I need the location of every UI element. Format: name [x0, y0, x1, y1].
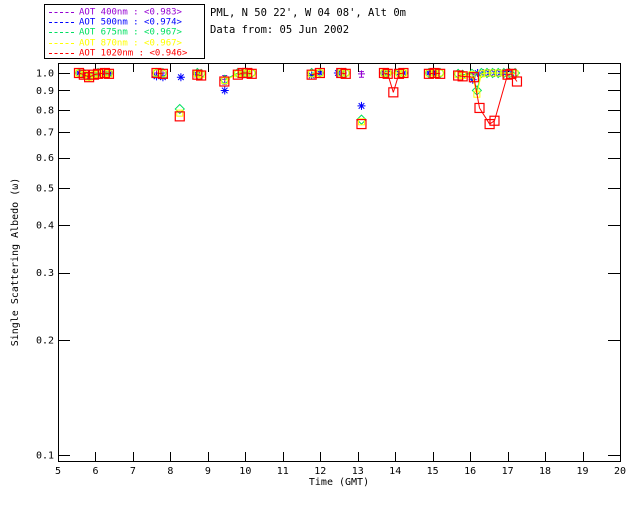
x-axis-label: Time (GMT): [308, 477, 370, 488]
legend-item: AOT 870nm : <0.967>: [49, 38, 204, 48]
y-tick-label: 0.7: [36, 128, 54, 139]
y-tick-label: 1.0: [36, 69, 54, 80]
legend-item: AOT 500nm : <0.974>: [49, 17, 204, 28]
y-tick-label: 0.5: [36, 183, 54, 194]
station-title: PML, N 50 22', W 04 08', Alt 0m: [210, 7, 406, 19]
y-tick-label: 0.6: [36, 153, 54, 164]
x-tick-label: 15: [427, 466, 439, 477]
y-axis-label: Single Scattering Albedo (ω): [10, 177, 21, 347]
x-tick-label: 11: [277, 466, 289, 477]
y-tick-label: 0.3: [36, 268, 54, 279]
x-tick-label: 16: [464, 466, 476, 477]
plot-axes: 5 6 7 8 9 10 11 12 13 14 15 16 17 18 19 20 1.0 0.9 0.8 0.7 0…: [36, 63, 626, 477]
x-tick-label: 19: [577, 466, 589, 477]
x-tick-label: 7: [130, 466, 136, 477]
legend-item-label: AOT 1020nm : <0.946>: [79, 48, 188, 59]
legend-item: AOT 675nm : <0.967>: [49, 27, 204, 38]
x-tick-label: 10: [239, 466, 251, 477]
y-tick-label: 0.9: [36, 86, 54, 97]
legend-item: AOT 400nm : <0.983>: [49, 7, 204, 17]
x-tick-label: 13: [352, 466, 364, 477]
x-tick-label: 20: [614, 466, 626, 477]
x-tick-label: 6: [92, 466, 98, 477]
legend-line-swatch: [49, 42, 74, 44]
y-tick-label: 0.8: [36, 106, 54, 117]
x-tick-label: 12: [314, 466, 326, 477]
legend-line-swatch: [49, 12, 74, 13]
y-tick-label: 0.4: [36, 221, 54, 232]
x-tick-label: 18: [539, 466, 551, 477]
x-tick-label: 17: [502, 466, 514, 477]
date-subtitle: Data from: 05 Jun 2002: [210, 24, 350, 36]
y-tick-label: 0.2: [36, 336, 54, 347]
legend-item-label: AOT 870nm : <0.967>: [79, 37, 182, 48]
series-aot-870nm: [75, 69, 519, 126]
legend-line-swatch: [49, 32, 74, 34]
y-tick-label: 0.1: [36, 451, 54, 462]
x-tick-label: 9: [205, 466, 211, 477]
x-tick-label: 14: [389, 466, 401, 477]
series-aot-500nm: [74, 69, 516, 110]
legend-item-label: AOT 675nm : <0.967>: [79, 27, 182, 38]
series-aot-400nm: [75, 69, 515, 85]
legend-line-swatch: [49, 52, 74, 54]
legend-item-label: AOT 400nm : <0.983>: [79, 7, 182, 18]
series-aot-675nm: [73, 67, 521, 125]
legend-item: AOT 1020nm : <0.946>: [49, 48, 204, 58]
legend-item-label: AOT 500nm : <0.974>: [79, 17, 182, 28]
legend-line-swatch: [49, 22, 74, 24]
chart-legend: AOT 400nm : <0.983> AOT 500nm : <0.974> AO…: [44, 4, 205, 59]
x-tick-label: 8: [167, 466, 173, 477]
series-aot-1020nm: [73, 67, 523, 130]
x-tick-label: 5: [55, 466, 61, 477]
